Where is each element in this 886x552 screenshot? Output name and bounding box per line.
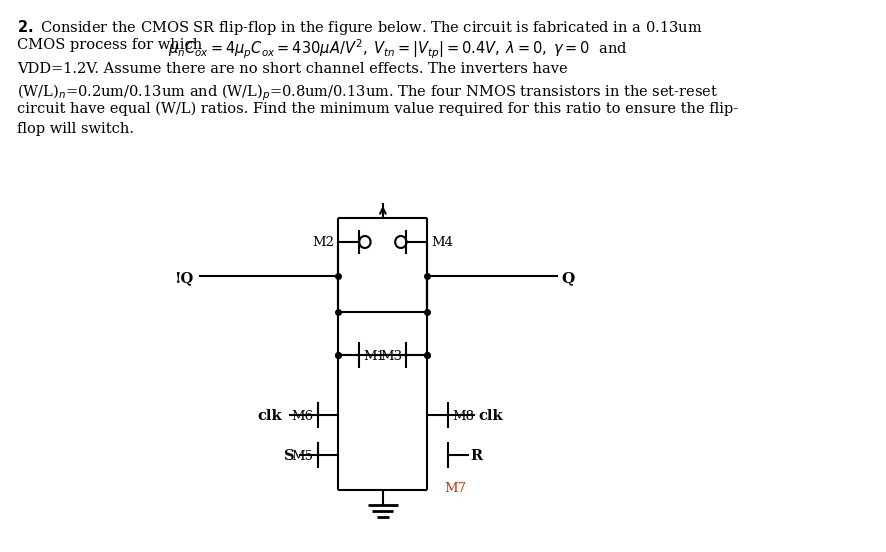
Text: clk: clk <box>478 409 503 423</box>
Text: VDD=1.2V. Assume there are no short channel effects. The inverters have: VDD=1.2V. Assume there are no short chan… <box>17 62 568 76</box>
Text: circuit have equal (W/L) ratios. Find the minimum value required for this ratio : circuit have equal (W/L) ratios. Find th… <box>17 102 738 116</box>
Text: !Q: !Q <box>174 271 193 285</box>
Text: S: S <box>284 449 294 463</box>
Text: flop will switch.: flop will switch. <box>17 122 134 136</box>
Text: $\mu_n C_{ox} = 4\mu_p C_{ox} = 430\mu A/V^2$$,\; V_{tn} = |V_{tp}| = 0.4V$$,\; : $\mu_n C_{ox} = 4\mu_p C_{ox} = 430\mu A… <box>168 38 628 61</box>
Text: R: R <box>470 449 483 463</box>
Text: M6: M6 <box>291 410 314 423</box>
Text: CMOS process for which: CMOS process for which <box>17 38 212 52</box>
Text: M1: M1 <box>363 350 385 363</box>
Text: clk: clk <box>257 409 282 423</box>
Text: M4: M4 <box>431 236 453 249</box>
Text: Q: Q <box>562 271 575 285</box>
Text: M2: M2 <box>312 236 334 249</box>
Text: M5: M5 <box>291 450 313 463</box>
Text: M3: M3 <box>380 350 402 363</box>
Text: M7: M7 <box>444 482 466 495</box>
Text: M8: M8 <box>452 410 474 423</box>
Text: $\mathbf{2.}$ Consider the CMOS SR flip-flop in the figure below. The circuit is: $\mathbf{2.}$ Consider the CMOS SR flip-… <box>17 18 703 37</box>
Text: (W/L)$_n$=0.2um/0.13um and (W/L)$_p$=0.8um/0.13um. The four NMOS transistors in : (W/L)$_n$=0.2um/0.13um and (W/L)$_p$=0.8… <box>17 82 719 103</box>
